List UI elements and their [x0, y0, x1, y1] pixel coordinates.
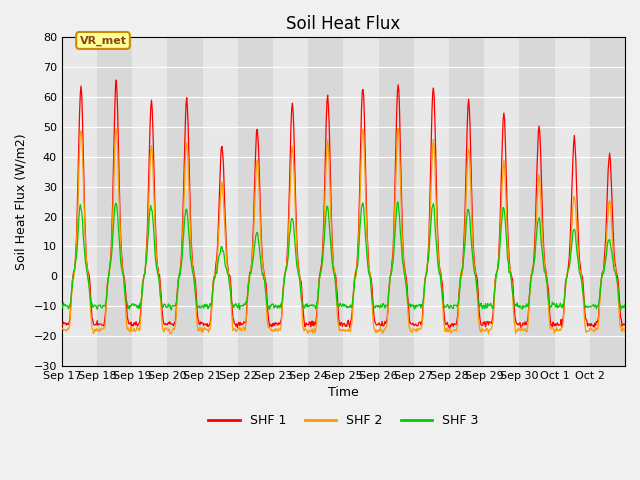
SHF 2 [228, 318, 236, 324]
Title: Soil Heat Flux: Soil Heat Flux [286, 15, 401, 33]
SHF 2 [58, 326, 66, 332]
SHF 2 [403, 282, 410, 288]
SHF 2 [621, 329, 629, 335]
SHF 3 [58, 303, 66, 309]
SHF 3 [278, 304, 285, 310]
SHF 3 [621, 301, 629, 307]
SHF 1 [445, 326, 453, 332]
SHF 3 [403, 292, 411, 298]
Bar [449, 37, 484, 366]
Text: VR_met: VR_met [79, 36, 127, 46]
Line: SHF 2: SHF 2 [62, 129, 625, 334]
SHF 1 [113, 77, 120, 83]
Legend: SHF 1, SHF 2, SHF 3: SHF 1, SHF 2, SHF 3 [204, 409, 484, 432]
Line: SHF 1: SHF 1 [62, 80, 625, 329]
SHF 1 [278, 315, 285, 321]
SHF 2 [113, 126, 120, 132]
SHF 3 [435, 265, 442, 271]
SHF 1 [403, 275, 410, 281]
SHF 3 [168, 307, 175, 312]
SHF 2 [484, 331, 492, 337]
Y-axis label: Soil Heat Flux (W/m2): Soil Heat Flux (W/m2) [15, 133, 28, 270]
SHF 3 [228, 300, 236, 306]
Bar [97, 37, 132, 366]
SHF 3 [394, 199, 402, 205]
SHF 1 [125, 321, 132, 326]
SHF 1 [621, 321, 629, 327]
Bar [520, 37, 555, 366]
SHF 1 [58, 323, 66, 328]
X-axis label: Time: Time [328, 386, 359, 399]
SHF 1 [228, 307, 236, 313]
SHF 2 [256, 216, 264, 222]
Bar [308, 37, 344, 366]
SHF 2 [434, 246, 442, 252]
Bar [238, 37, 273, 366]
SHF 3 [256, 252, 264, 258]
Line: SHF 3: SHF 3 [62, 202, 625, 310]
SHF 2 [278, 318, 285, 324]
Bar [168, 37, 203, 366]
Bar [590, 37, 625, 366]
SHF 1 [256, 198, 264, 204]
Bar [379, 37, 414, 366]
SHF 2 [125, 327, 132, 333]
SHF 1 [434, 233, 442, 239]
SHF 3 [124, 306, 132, 312]
